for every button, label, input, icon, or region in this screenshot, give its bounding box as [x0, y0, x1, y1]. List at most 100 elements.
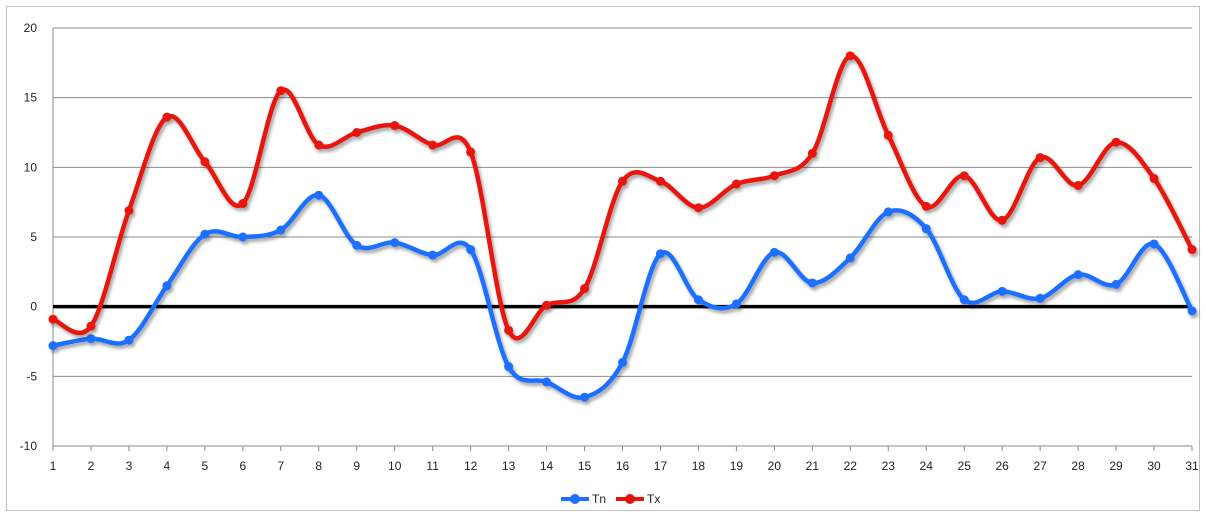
- data-point-tx: [618, 176, 627, 186]
- data-point-tx: [352, 128, 362, 137]
- data-point-tn: [238, 232, 248, 242]
- data-point-tx: [921, 201, 931, 211]
- y-tick-label: 20: [24, 21, 38, 35]
- data-point-tx: [693, 203, 703, 213]
- legend-label: Tn: [592, 492, 606, 506]
- data-point-tn: [390, 238, 400, 248]
- data-point-tn: [1149, 239, 1159, 249]
- x-tick-label: 25: [958, 459, 972, 473]
- x-tick-label: 23: [882, 459, 896, 473]
- x-tick-label: 5: [202, 459, 209, 473]
- data-point-tx: [1187, 245, 1197, 255]
- data-point-tn: [883, 207, 893, 217]
- x-tick-label: 14: [540, 459, 554, 473]
- data-point-tn: [1187, 306, 1197, 316]
- data-point-tn: [655, 249, 665, 259]
- data-point-tx: [276, 86, 286, 96]
- y-tick-label: 15: [24, 91, 38, 105]
- data-point-tn: [124, 335, 134, 345]
- x-tick-label: 28: [1071, 459, 1085, 473]
- data-point-tn: [731, 299, 741, 309]
- data-point-tn: [807, 278, 817, 288]
- x-tick-label: 29: [1109, 459, 1123, 473]
- y-tick-label: -5: [26, 369, 37, 383]
- data-point-tn: [921, 224, 931, 234]
- data-point-tx: [731, 179, 741, 189]
- data-point-tn: [580, 392, 590, 402]
- x-tick-label: 11: [426, 459, 439, 473]
- data-point-tn: [466, 245, 476, 255]
- series-tn: [48, 190, 1197, 402]
- x-tick-label: 18: [692, 459, 706, 473]
- data-point-tx: [845, 51, 855, 61]
- x-tick-label: 17: [654, 459, 668, 473]
- x-tick-label: 16: [616, 459, 630, 473]
- data-point-tx: [86, 321, 96, 331]
- x-tick-label: 9: [353, 459, 360, 473]
- data-point-tn: [693, 295, 703, 305]
- data-point-tx: [1073, 180, 1083, 190]
- data-point-tn: [48, 341, 58, 351]
- data-point-tn: [314, 190, 324, 200]
- legend-item-tx: Tx: [616, 492, 660, 506]
- data-point-tx: [504, 325, 514, 335]
- x-tick-label: 3: [126, 459, 133, 473]
- data-point-tx: [238, 199, 248, 209]
- legend-marker: [570, 494, 580, 504]
- x-tick-label: 31: [1185, 459, 1199, 473]
- data-point-tx: [807, 148, 817, 158]
- chart-frame: [6, 6, 1200, 511]
- data-point-tx: [1111, 137, 1121, 147]
- data-point-tn: [845, 253, 855, 263]
- x-tick-label: 27: [1033, 459, 1047, 473]
- legend-marker: [625, 494, 635, 504]
- x-tick-label: 24: [920, 459, 934, 473]
- x-tick-label: 6: [239, 459, 246, 473]
- y-tick-label: 0: [30, 300, 37, 314]
- y-tick-label: 5: [30, 230, 37, 244]
- data-point-tn: [542, 377, 552, 387]
- series-line-tn: [50, 192, 1195, 400]
- data-point-tn: [86, 334, 96, 344]
- gridlines: [53, 27, 1192, 377]
- data-point-tn: [352, 240, 362, 250]
- data-point-tx: [48, 314, 58, 324]
- data-point-tx: [1149, 173, 1159, 183]
- x-tick-label: 1: [50, 459, 57, 473]
- data-point-tx: [959, 171, 969, 181]
- data-point-tx: [124, 206, 134, 216]
- x-tick-label: 2: [88, 459, 95, 473]
- legend-label: Tx: [647, 492, 660, 506]
- data-point-tn: [428, 250, 438, 260]
- data-point-tx: [580, 284, 590, 294]
- data-point-tx: [997, 215, 1007, 225]
- x-tick-label: 8: [315, 459, 322, 473]
- data-point-tx: [542, 300, 552, 310]
- data-point-tn: [504, 362, 514, 372]
- data-point-tx: [390, 121, 400, 131]
- data-point-tx: [769, 171, 779, 181]
- x-tick-label: 26: [995, 459, 1009, 473]
- data-point-tn: [1111, 279, 1121, 289]
- data-point-tx: [162, 112, 172, 122]
- y-tick-label: -10: [20, 439, 38, 453]
- legend-item-tn: Tn: [561, 492, 606, 506]
- x-tick-label: 22: [844, 459, 858, 473]
- x-tick-label: 30: [1147, 459, 1161, 473]
- data-point-tx: [655, 176, 665, 186]
- legend: Tn Tx: [561, 492, 660, 506]
- data-point-tx: [314, 140, 324, 150]
- data-point-tx: [1035, 153, 1045, 163]
- x-tick-label: 13: [502, 459, 516, 473]
- data-point-tx: [428, 140, 438, 150]
- x-tick-label: 21: [806, 459, 820, 473]
- data-point-tn: [997, 286, 1007, 296]
- data-point-tn: [618, 357, 627, 367]
- y-tick-label: 10: [24, 160, 38, 174]
- x-tick-label: 20: [768, 459, 782, 473]
- x-tick-label: 10: [388, 459, 402, 473]
- x-tick-label: 19: [730, 459, 744, 473]
- data-point-tn: [1073, 270, 1083, 280]
